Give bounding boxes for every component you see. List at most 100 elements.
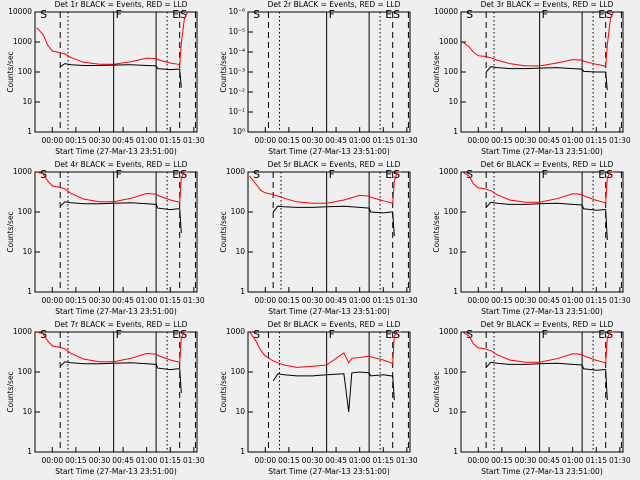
event-marker: S	[466, 8, 473, 21]
x-tick-label: 01:00	[349, 296, 371, 305]
y-tick-label: 10⁻⁴	[228, 47, 245, 56]
event-marker: E	[598, 168, 605, 181]
x-tick-label: 01:00	[136, 296, 158, 305]
x-tick-label: 00:00	[41, 296, 63, 305]
plot-frame	[247, 331, 411, 453]
series-line	[249, 171, 401, 205]
y-axis-label: Counts/sec	[6, 371, 15, 412]
y-tick-label: 1	[453, 287, 458, 296]
x-tick-label: 00:00	[41, 136, 63, 145]
y-tick-label: 10	[448, 97, 458, 106]
plot-frame	[34, 11, 198, 133]
event-marker: S	[253, 328, 260, 341]
x-tick-label: 00:15	[491, 136, 513, 145]
x-axis-label: Start Time (27-Mar-13 23:51:00)	[268, 467, 390, 476]
y-tick-label: 10	[235, 407, 245, 416]
series-line	[59, 63, 182, 88]
series-line	[249, 331, 401, 368]
x-tick-label: 01:30	[183, 136, 205, 145]
panel: Det 9r BLACK = Events, RED = LLD Start Ti…	[432, 320, 631, 476]
series-line	[462, 331, 614, 365]
chart-title: Det 5r BLACK = Events, RED = LLD	[268, 160, 401, 169]
x-tick-label: 01:15	[159, 296, 181, 305]
x-tick-label: 00:00	[254, 296, 276, 305]
y-tick-label: 100	[18, 367, 33, 376]
x-tick-label: 00:00	[467, 136, 489, 145]
x-axis-label: Start Time (27-Mar-13 23:51:00)	[55, 307, 177, 316]
series-line	[59, 201, 182, 233]
panel: Det 3r BLACK = Events, RED = LLD Start Ti…	[432, 0, 631, 156]
event-marker: E	[172, 168, 179, 181]
x-tick-label: 01:15	[585, 456, 607, 465]
y-tick-label: 1000	[439, 37, 458, 46]
x-tick-label: 01:00	[136, 456, 158, 465]
y-axis-label: Counts/sec	[6, 211, 15, 252]
x-tick-label: 00:00	[254, 456, 276, 465]
x-tick-label: 00:45	[112, 456, 134, 465]
x-tick-label: 01:00	[349, 136, 371, 145]
y-tick-label: 10	[22, 97, 32, 106]
x-tick-label: 01:00	[562, 136, 584, 145]
y-tick-label: 10⁻¹	[228, 107, 245, 116]
x-tick-label: 00:30	[515, 296, 537, 305]
panel: Det 1r BLACK = Events, RED = LLD Start Ti…	[6, 0, 205, 156]
event-marker: F	[542, 8, 548, 21]
x-tick-label: 00:30	[89, 456, 111, 465]
y-tick-label: 10	[22, 247, 32, 256]
y-tick-label: 10⁻⁶	[228, 7, 245, 16]
x-tick-label: 00:45	[325, 296, 347, 305]
event-marker: F	[329, 168, 335, 181]
x-axis-label: Start Time (27-Mar-13 23:51:00)	[55, 467, 177, 476]
series-line	[272, 371, 395, 413]
event-marker: S	[606, 8, 613, 21]
series-line	[462, 11, 615, 68]
y-tick-label: 10	[22, 407, 32, 416]
event-marker: F	[542, 168, 548, 181]
panel: Det 6r BLACK = Events, RED = LLD Start Ti…	[432, 160, 631, 316]
y-tick-label: 100	[444, 67, 459, 76]
plot-frame	[247, 11, 411, 133]
x-tick-label: 01:15	[159, 136, 181, 145]
x-tick-label: 00:30	[89, 136, 111, 145]
x-tick-label: 00:45	[112, 296, 134, 305]
x-tick-label: 01:15	[372, 136, 394, 145]
panel: Det 4r BLACK = Events, RED = LLD Start Ti…	[6, 160, 205, 316]
chart-title: Det 9r BLACK = Events, RED = LLD	[481, 320, 614, 329]
x-tick-label: 00:45	[538, 456, 560, 465]
x-tick-label: 01:30	[396, 136, 418, 145]
x-tick-label: 00:15	[491, 456, 513, 465]
y-tick-label: 1000	[13, 167, 32, 176]
event-marker: F	[116, 8, 122, 21]
x-tick-label: 01:30	[183, 456, 205, 465]
x-tick-label: 01:00	[562, 456, 584, 465]
y-tick-label: 100	[444, 367, 459, 376]
y-tick-label: 1	[453, 447, 458, 456]
x-tick-label: 01:00	[136, 136, 158, 145]
x-tick-label: 00:00	[41, 456, 63, 465]
y-tick-label: 10	[448, 247, 458, 256]
series-line	[485, 361, 608, 401]
x-tick-label: 00:30	[89, 296, 111, 305]
event-marker: S	[40, 8, 47, 21]
event-marker: E	[598, 328, 605, 341]
x-axis-label: Start Time (27-Mar-13 23:51:00)	[481, 467, 603, 476]
x-tick-label: 00:45	[112, 136, 134, 145]
event-marker: S	[393, 328, 400, 341]
series-line	[462, 171, 614, 205]
y-axis-label: Counts/sec	[219, 51, 228, 92]
x-tick-label: 00:45	[325, 136, 347, 145]
x-tick-label: 01:15	[372, 296, 394, 305]
x-tick-label: 00:30	[302, 456, 324, 465]
y-tick-label: 100	[231, 367, 246, 376]
x-tick-label: 01:30	[609, 456, 631, 465]
event-marker: E	[385, 8, 392, 21]
y-axis-label: Counts/sec	[432, 211, 441, 252]
chart-title: Det 4r BLACK = Events, RED = LLD	[55, 160, 188, 169]
y-tick-label: 10	[448, 407, 458, 416]
x-axis-label: Start Time (27-Mar-13 23:51:00)	[481, 307, 603, 316]
event-marker: E	[385, 328, 392, 341]
y-tick-label: 100	[444, 207, 459, 216]
x-tick-label: 00:00	[467, 296, 489, 305]
